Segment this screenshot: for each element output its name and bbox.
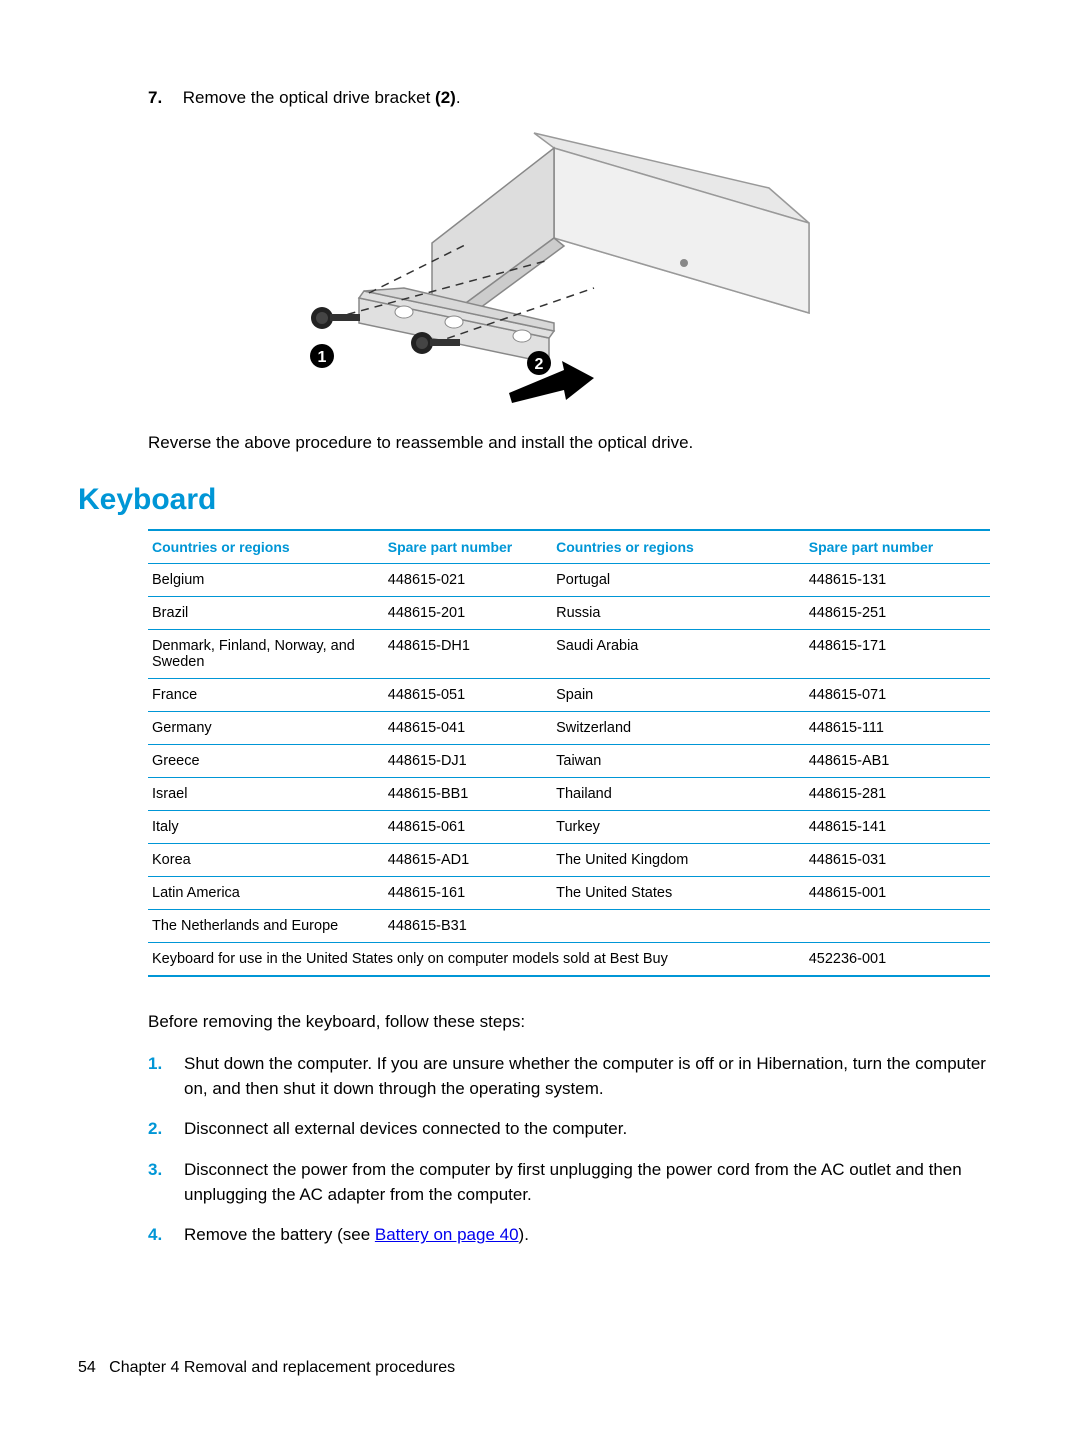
col-part-1: Spare part number	[384, 530, 552, 564]
step-text: Shut down the computer. If you are unsur…	[184, 1052, 990, 1101]
drive-hole-icon	[680, 259, 688, 267]
step-text: Disconnect the power from the computer b…	[184, 1158, 990, 1207]
col-countries-2: Countries or regions	[552, 530, 805, 564]
keyboard-table: Countries or regions Spare part number C…	[148, 529, 990, 977]
step-item: 3. Disconnect the power from the compute…	[148, 1158, 990, 1207]
table-body: Belgium448615-021Portugal448615-131 Braz…	[148, 564, 990, 977]
table-header-row: Countries or regions Spare part number C…	[148, 530, 990, 564]
optical-drive-diagram: 1 2	[254, 128, 814, 403]
col-countries-1: Countries or regions	[148, 530, 384, 564]
step-text-suffix: .	[456, 88, 461, 107]
step-item: 1. Shut down the computer. If you are un…	[148, 1052, 990, 1101]
chapter-title: Chapter 4 Removal and replacement proced…	[109, 1359, 455, 1376]
before-removing-text: Before removing the keyboard, follow the…	[148, 1012, 990, 1032]
table-row: Greece448615-DJ1Taiwan448615-AB1	[148, 745, 990, 778]
step-num: 2.	[148, 1117, 184, 1142]
col-part-2: Spare part number	[805, 530, 990, 564]
table-row: Korea448615-AD1The United Kingdom448615-…	[148, 844, 990, 877]
page-footer: 54 Chapter 4 Removal and replacement pro…	[78, 1359, 455, 1377]
table-row: Israel448615-BB1Thailand448615-281	[148, 778, 990, 811]
step-7: 7. Remove the optical drive bracket (2).	[148, 88, 990, 108]
table-row: Italy448615-061Turkey448615-141	[148, 811, 990, 844]
table-row: Denmark, Finland, Norway, and Sweden4486…	[148, 630, 990, 679]
step-text: Remove the battery (see Battery on page …	[184, 1223, 990, 1248]
diagram-container: 1 2	[78, 128, 990, 408]
step-num: 1.	[148, 1052, 184, 1101]
steps-list: 1. Shut down the computer. If you are un…	[148, 1052, 990, 1248]
table-row: Brazil448615-201Russia448615-251	[148, 597, 990, 630]
arrow-icon	[509, 361, 594, 403]
table-row: The Netherlands and Europe448615-B31	[148, 910, 990, 943]
callout-2: 2	[535, 356, 544, 373]
table-row: France448615-051Spain448615-071	[148, 679, 990, 712]
step-number: 7.	[148, 88, 178, 108]
section-heading: Keyboard	[78, 483, 990, 517]
step-num: 4.	[148, 1223, 184, 1248]
table-row: Latin America448615-161The United States…	[148, 877, 990, 910]
table-row: Belgium448615-021Portugal448615-131	[148, 564, 990, 597]
table-footnote-row: Keyboard for use in the United States on…	[148, 943, 990, 977]
battery-link[interactable]: Battery on page 40	[375, 1225, 519, 1244]
step-bold: (2)	[435, 88, 456, 107]
step-item: 2. Disconnect all external devices conne…	[148, 1117, 990, 1142]
step-text-prefix: Remove the optical drive bracket	[183, 88, 435, 107]
diagram-caption: Reverse the above procedure to reassembl…	[148, 433, 990, 453]
step-text: Disconnect all external devices connecte…	[184, 1117, 990, 1142]
table-row: Germany448615-041Switzerland448615-111	[148, 712, 990, 745]
page-number: 54	[78, 1359, 96, 1376]
step-item: 4. Remove the battery (see Battery on pa…	[148, 1223, 990, 1248]
step-num: 3.	[148, 1158, 184, 1207]
callout-1: 1	[318, 349, 327, 366]
